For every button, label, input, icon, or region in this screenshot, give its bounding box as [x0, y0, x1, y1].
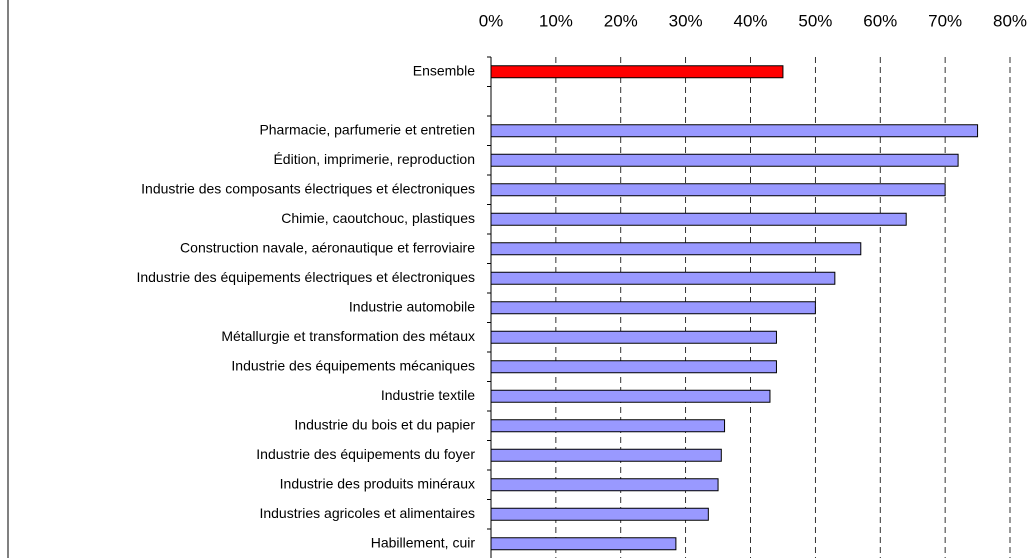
y-tick-label: Industrie textile — [381, 387, 475, 403]
bar — [490, 448, 722, 462]
y-tick-label: Industrie des composants électriques et … — [141, 180, 475, 196]
y-tick-label: Édition, imprimerie, reproduction — [273, 151, 475, 167]
x-tick-label: 70% — [928, 11, 962, 30]
x-tick-label: 20% — [604, 11, 638, 30]
bar — [490, 330, 777, 344]
y-tick-label: Chimie, caoutchouc, plastiques — [281, 210, 475, 226]
y-tick-label: Industrie des équipements mécaniques — [231, 357, 475, 373]
x-tick-label: 50% — [798, 11, 832, 30]
y-tick-label: Industrie des équipements du foyer — [256, 446, 475, 462]
y-tick-label: Industrie automobile — [349, 298, 475, 314]
bar — [490, 242, 862, 256]
y-tick-label: Industries agricoles et alimentaires — [259, 505, 475, 521]
y-tick-label: Habillement, cuir — [371, 534, 476, 550]
bar — [490, 124, 979, 138]
x-tick-label: 80% — [993, 11, 1027, 30]
y-tick-label: Construction navale, aéronautique et fer… — [180, 239, 475, 255]
bar — [490, 507, 709, 521]
bar — [490, 301, 816, 315]
y-tick-label: Ensemble — [413, 62, 475, 78]
bar — [490, 360, 777, 374]
bar — [490, 537, 677, 551]
y-tick-label: Métallurgie et transformation des métaux — [221, 328, 475, 344]
bar — [490, 478, 719, 492]
bar — [490, 153, 959, 167]
y-tick-label: Industrie des produits minéraux — [280, 475, 475, 491]
x-tick-label: 40% — [733, 11, 767, 30]
y-tick-label: Industrie des équipements électriques et… — [136, 269, 475, 285]
x-tick-label: 0% — [479, 11, 504, 30]
y-tick-label: Pharmacie, parfumerie et entretien — [259, 121, 475, 137]
bar — [490, 65, 784, 79]
y-tick-label: Industrie du bois et du papier — [294, 416, 475, 432]
bar — [490, 183, 946, 197]
x-tick-label: 10% — [539, 11, 573, 30]
x-tick-label: 60% — [863, 11, 897, 30]
bar — [490, 212, 907, 226]
x-tick-label: 30% — [669, 11, 703, 30]
bar — [490, 271, 836, 285]
bar — [490, 419, 726, 433]
frame — [7, 0, 9, 558]
bar — [490, 389, 771, 403]
